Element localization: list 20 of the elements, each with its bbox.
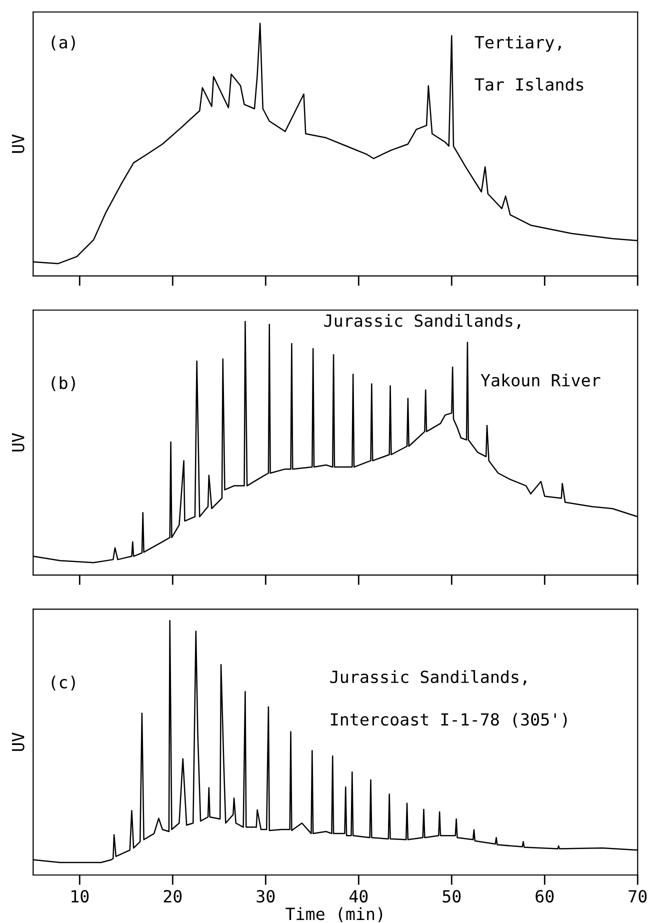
x-tick-label: 30	[256, 890, 275, 903]
x-tick-label: 20	[164, 890, 182, 903]
annotation: (a)	[52, 36, 75, 51]
x-tick-label: 70	[628, 890, 647, 903]
x-tick-label: 40	[349, 890, 368, 903]
annotation: Intercoast I-1-78 (305')	[330, 712, 567, 728]
x-tick-label: 10	[72, 890, 89, 903]
annotation: Jurassic Sandilands,	[324, 314, 520, 330]
y-axis-title: UV	[12, 134, 24, 153]
y-axis-title: UV	[12, 732, 24, 751]
annotation: Yakoun River	[480, 374, 600, 387]
annotation: (b)	[52, 376, 75, 392]
annotation: Jurassic Sandilands,	[330, 670, 526, 686]
annotation: Tertiary,	[474, 36, 561, 52]
x-axis-title: Time (min)	[286, 907, 382, 922]
annotation: Tar Islands	[474, 78, 584, 91]
annotation: (c)	[52, 676, 75, 690]
x-tick-label: 60	[536, 890, 554, 903]
x-tick-label: 50	[442, 890, 461, 903]
y-axis-title: UV	[12, 433, 24, 452]
